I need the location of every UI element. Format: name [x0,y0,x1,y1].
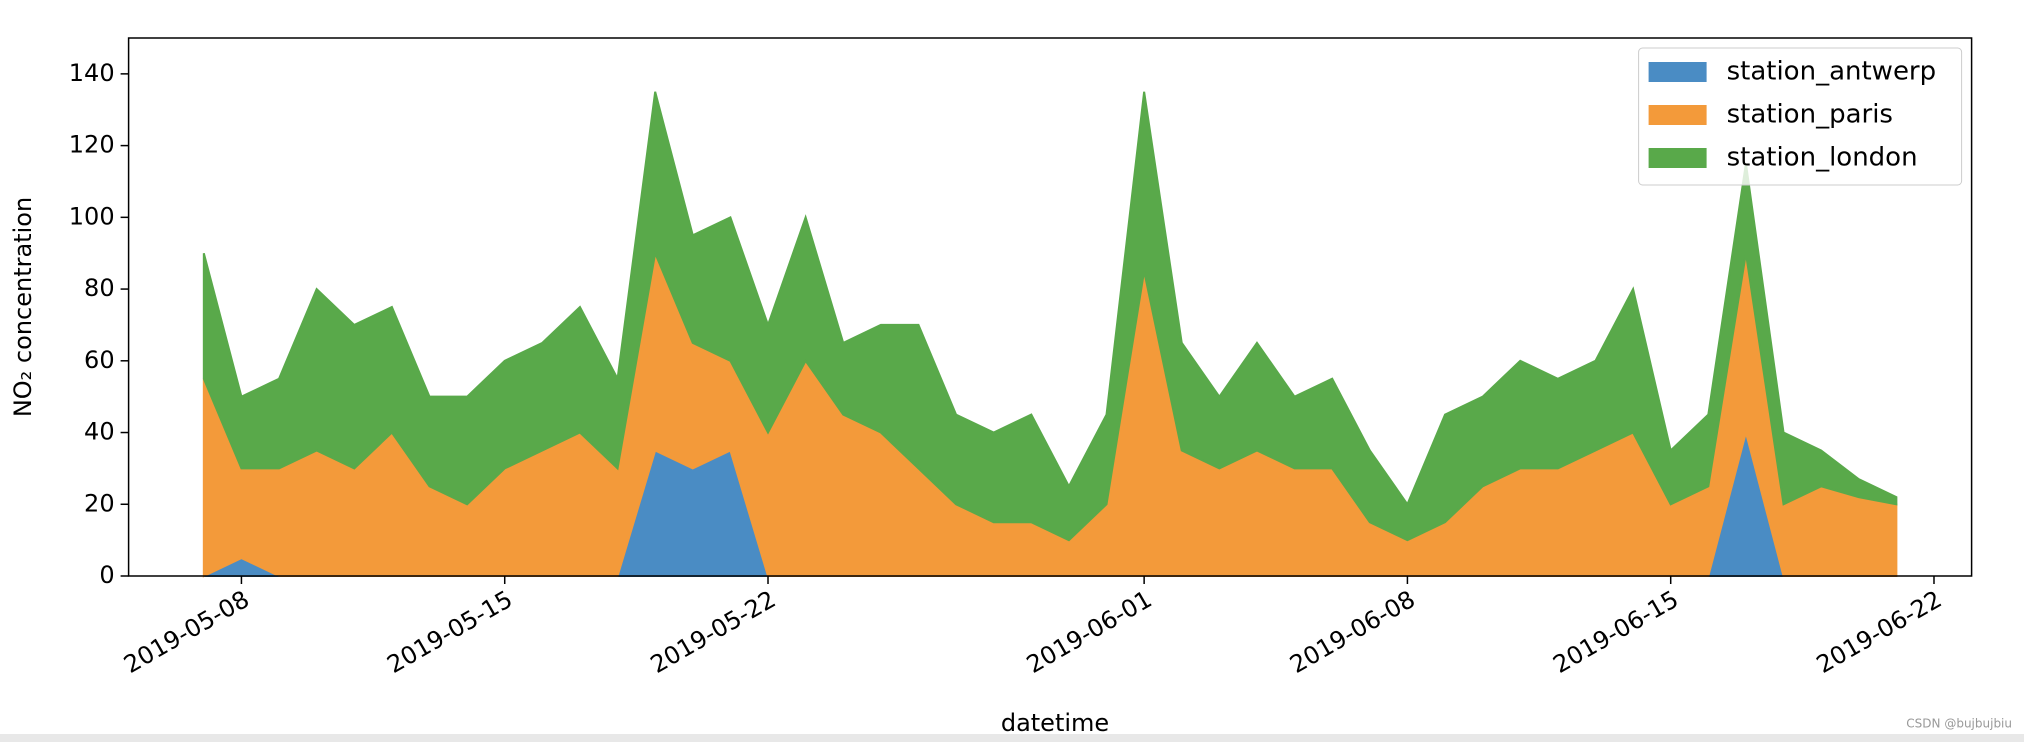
y-tick-label: 80 [84,274,115,302]
y-tick-label: 60 [84,346,115,374]
y-tick-label: 40 [84,418,115,446]
x-tick-label: 2019-06-22 [1812,585,1947,679]
legend-swatch [1648,62,1707,82]
legend-label: station_paris [1727,100,1893,130]
y-tick-label: 100 [69,202,115,230]
legend-box [1638,47,1963,186]
bottom-bar [0,734,2024,742]
watermark: CSDN @bujbujbiu [1906,717,2012,731]
x-tick-label: 2019-05-08 [119,585,254,679]
x-tick-label: 2019-05-22 [646,585,781,679]
x-tick-label: 2019-06-15 [1548,585,1683,679]
area [202,91,1898,542]
y-tick-label: 120 [69,131,115,159]
y-tick-label: 0 [99,561,114,589]
plot-frame [127,37,1973,577]
legend-swatch [1648,148,1707,168]
y-tick-label: 140 [69,59,115,87]
x-tick-label: 2019-05-15 [382,585,517,679]
x-tick-label: 2019-06-01 [1022,585,1157,679]
y-tick-label: 20 [84,489,115,517]
legend-label: station_antwerp [1727,57,1937,87]
x-tick-label: 2019-06-08 [1285,585,1420,679]
x-axis-label: datetime [1001,709,1109,737]
y-axis-label: NO₂ concentration [9,197,37,417]
legend-label: station_london [1727,143,1918,173]
legend-swatch [1648,105,1707,125]
